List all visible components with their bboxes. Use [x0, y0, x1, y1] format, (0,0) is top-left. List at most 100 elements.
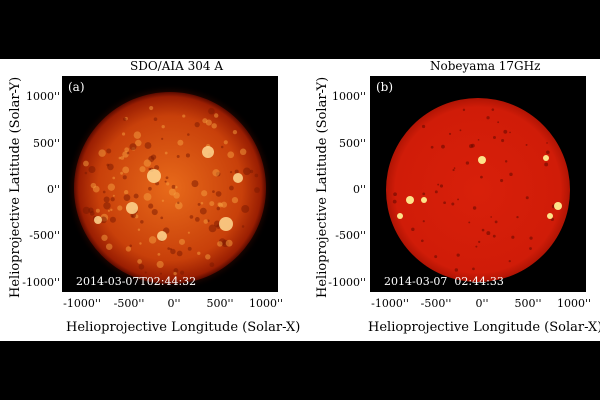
- nobeyama-bright-source: [543, 155, 549, 161]
- aia-texture-spot: [103, 196, 110, 203]
- panel-b-title: Nobeyama 17GHz: [430, 59, 541, 73]
- aia-texture-spot: [199, 207, 207, 215]
- nobeyama-dark-feature: [509, 131, 511, 134]
- nobeyama-bright-source: [406, 196, 414, 204]
- nobeyama-dark-feature: [503, 129, 508, 134]
- nobeyama-dark-feature: [529, 236, 533, 240]
- aia-texture-spot: [88, 165, 96, 173]
- aia-texture-spot: [137, 259, 142, 264]
- aia-texture-spot: [167, 247, 170, 250]
- aia-texture-spot: [254, 173, 259, 178]
- nobeyama-dark-feature: [437, 183, 440, 186]
- aia-active-region: [126, 202, 138, 214]
- nobeyama-dark-feature: [453, 167, 456, 169]
- nobeyama-dark-feature: [480, 175, 483, 179]
- aia-texture-spot: [213, 113, 219, 118]
- aia-texture-spot: [166, 182, 170, 186]
- aia-texture-spot: [171, 184, 176, 189]
- nobeyama-dark-feature: [392, 199, 397, 204]
- nobeyama-dark-feature: [420, 239, 424, 243]
- aia-texture-spot: [209, 201, 215, 207]
- nobeyama-dark-feature: [508, 259, 511, 263]
- panel-b-xtick: 0'': [475, 297, 489, 310]
- aia-texture-spot: [156, 260, 164, 268]
- panel-b-xlabel: Helioprojective Longitude (Solar-X): [368, 320, 600, 335]
- nobeyama-dark-feature: [451, 202, 455, 206]
- nobeyama-dark-feature: [456, 253, 460, 257]
- aia-texture-spot: [143, 192, 152, 201]
- panel-a-image: (a) 2014-03-07T02:44:32: [62, 76, 278, 292]
- aia-texture-spot: [139, 242, 142, 245]
- nobeyama-dark-feature: [477, 139, 480, 141]
- aia-texture-spot: [95, 208, 100, 213]
- aia-texture-spot: [203, 219, 209, 224]
- aia-texture-spot: [197, 202, 201, 206]
- nobeyama-dark-feature: [454, 268, 459, 272]
- aia-texture-spot: [144, 271, 147, 274]
- panel-a-label: (a): [68, 80, 85, 94]
- nobeyama-dark-feature: [462, 108, 466, 112]
- aia-texture-spot: [231, 197, 239, 204]
- aia-active-region: [157, 231, 167, 241]
- nobeyama-dark-feature: [475, 245, 478, 248]
- aia-texture-spot: [211, 123, 217, 129]
- aia-texture-spot: [180, 270, 185, 275]
- aia-texture-spot: [239, 148, 247, 156]
- aia-sun-disk: [66, 84, 274, 292]
- aia-texture-spot: [173, 192, 180, 199]
- panel-b-ytick: 0'': [352, 183, 366, 196]
- aia-texture-spot: [187, 231, 190, 234]
- aia-texture-spot: [164, 151, 168, 155]
- aia-texture-spot: [234, 169, 239, 174]
- aia-active-region: [202, 146, 214, 158]
- aia-active-region: [233, 173, 243, 183]
- nobeyama-bright-source: [547, 213, 553, 219]
- nobeyama-dark-feature: [492, 234, 496, 238]
- aia-texture-spot: [153, 117, 158, 121]
- aia-texture-spot: [201, 190, 208, 197]
- aia-texture-spot: [122, 175, 127, 180]
- aia-texture-spot: [129, 143, 137, 151]
- aia-texture-spot: [177, 139, 184, 146]
- nobeyama-dark-feature: [434, 255, 438, 259]
- panel-b-xtick: 1000'': [556, 297, 592, 310]
- aia-texture-spot: [112, 176, 116, 180]
- aia-texture-spot: [137, 228, 141, 232]
- aia-texture-spot: [249, 169, 254, 174]
- nobeyama-bright-source: [397, 213, 403, 219]
- aia-texture-spot: [173, 268, 179, 273]
- aia-texture-spot: [173, 271, 177, 276]
- aia-texture-spot: [223, 140, 228, 145]
- aia-texture-spot: [84, 171, 88, 175]
- aia-active-region: [219, 217, 233, 231]
- nobeyama-dark-feature: [422, 192, 426, 196]
- aia-texture-spot: [176, 155, 180, 159]
- aia-texture-spot: [140, 220, 144, 224]
- nobeyama-dark-feature: [422, 220, 425, 223]
- aia-texture-spot: [118, 156, 122, 160]
- aia-texture-spot: [254, 187, 260, 193]
- aia-texture-spot: [148, 167, 151, 171]
- aia-texture-spot: [117, 205, 123, 211]
- nobeyama-dark-feature: [443, 201, 446, 205]
- aia-texture-spot: [191, 180, 199, 188]
- aia-texture-spot: [138, 264, 145, 270]
- aia-texture-spot: [143, 159, 152, 167]
- nobeyama-dark-feature: [478, 240, 481, 243]
- aia-texture-spot: [90, 182, 97, 189]
- panel-a-ytick: 0'': [46, 183, 60, 196]
- panel-b-xtick: -500'': [420, 297, 452, 310]
- aia-texture-spot: [102, 190, 106, 194]
- aia-texture-spot: [227, 151, 235, 159]
- aia-texture-spot: [212, 190, 215, 194]
- nobeyama-dark-feature: [529, 247, 532, 250]
- aia-texture-spot: [169, 247, 172, 251]
- aia-texture-spot: [178, 238, 186, 245]
- aia-texture-spot: [122, 166, 130, 174]
- aia-texture-spot: [232, 129, 238, 135]
- aia-active-region: [94, 216, 102, 224]
- aia-texture-spot: [177, 201, 180, 205]
- aia-texture-spot: [98, 149, 106, 157]
- aia-texture-spot: [110, 208, 113, 212]
- aia-texture-spot: [174, 201, 183, 210]
